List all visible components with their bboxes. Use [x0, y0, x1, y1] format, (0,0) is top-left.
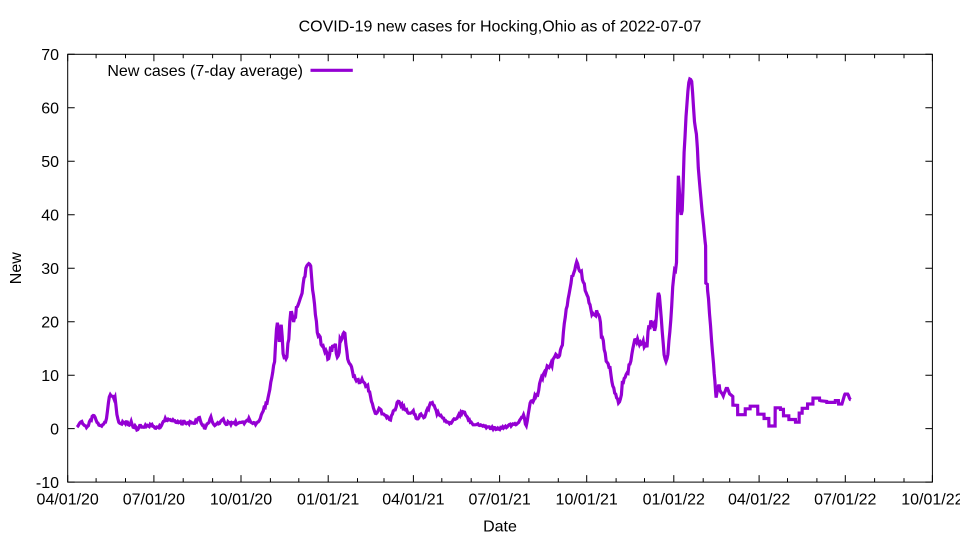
- svg-text:Date: Date: [483, 519, 517, 536]
- svg-text:10/01/21: 10/01/21: [556, 492, 618, 509]
- svg-text:-10: -10: [36, 475, 59, 492]
- svg-text:New: New: [8, 252, 25, 284]
- svg-text:04/01/22: 04/01/22: [728, 492, 790, 509]
- svg-text:10/01/20: 10/01/20: [210, 492, 272, 509]
- svg-text:01/01/22: 01/01/22: [643, 492, 705, 509]
- svg-text:New cases (7-day average): New cases (7-day average): [107, 63, 303, 80]
- svg-text:70: 70: [41, 47, 59, 64]
- svg-text:07/01/20: 07/01/20: [123, 492, 185, 509]
- svg-text:10: 10: [41, 368, 59, 385]
- svg-text:40: 40: [41, 207, 59, 224]
- svg-text:07/01/22: 07/01/22: [814, 492, 876, 509]
- svg-text:0: 0: [50, 421, 59, 438]
- svg-text:50: 50: [41, 154, 59, 171]
- svg-text:04/01/21: 04/01/21: [382, 492, 444, 509]
- svg-text:30: 30: [41, 261, 59, 278]
- svg-text:04/01/20: 04/01/20: [37, 492, 99, 509]
- svg-text:07/01/21: 07/01/21: [468, 492, 530, 509]
- svg-text:COVID-19 new cases for Hocking: COVID-19 new cases for Hocking,Ohio as o…: [299, 19, 702, 36]
- svg-text:20: 20: [41, 314, 59, 331]
- svg-text:01/01/21: 01/01/21: [297, 492, 359, 509]
- svg-text:60: 60: [41, 101, 59, 118]
- svg-text:10/01/22: 10/01/22: [901, 492, 960, 509]
